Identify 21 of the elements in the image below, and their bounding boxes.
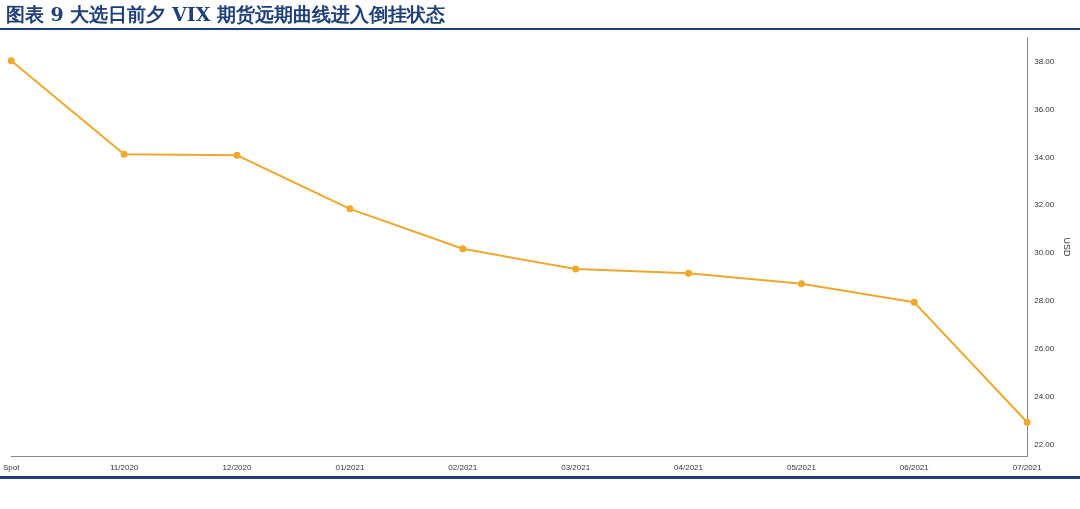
y-tick-label: 36.00 <box>1034 104 1055 114</box>
y-tick-label: 34.00 <box>1034 152 1055 162</box>
x-tick-label: 06/2021 <box>899 463 930 473</box>
y-tick-label: 28.00 <box>1034 296 1055 306</box>
x-tick-label: 05/2021 <box>786 463 817 473</box>
y-tick-label: 26.00 <box>1034 343 1055 353</box>
x-tick-label: 12/2020 <box>222 463 252 473</box>
x-tick-label: 03/2021 <box>561 463 591 473</box>
x-tick-label: 02/2021 <box>448 463 478 473</box>
y-tick-label: 32.00 <box>1034 200 1055 210</box>
x-tick-label: Spot <box>2 463 21 473</box>
x-tick-label: 11/2020 <box>109 463 139 473</box>
x-tick-label: 07/2021 <box>1012 463 1043 473</box>
x-tick-label: 04/2021 <box>674 463 704 473</box>
y-axis-title: USD <box>1062 237 1073 258</box>
y-tick-label: 30.00 <box>1034 248 1055 258</box>
y-tick-label: 22.00 <box>1034 439 1055 449</box>
y-tick-label: 38.00 <box>1034 56 1055 66</box>
y-tick-label: 24.00 <box>1034 391 1055 401</box>
x-tick-label: 01/2021 <box>335 463 365 473</box>
chart-title: 图表 9 大选日前夕 VIX 期货远期曲线进入倒挂状态 <box>0 0 1080 30</box>
